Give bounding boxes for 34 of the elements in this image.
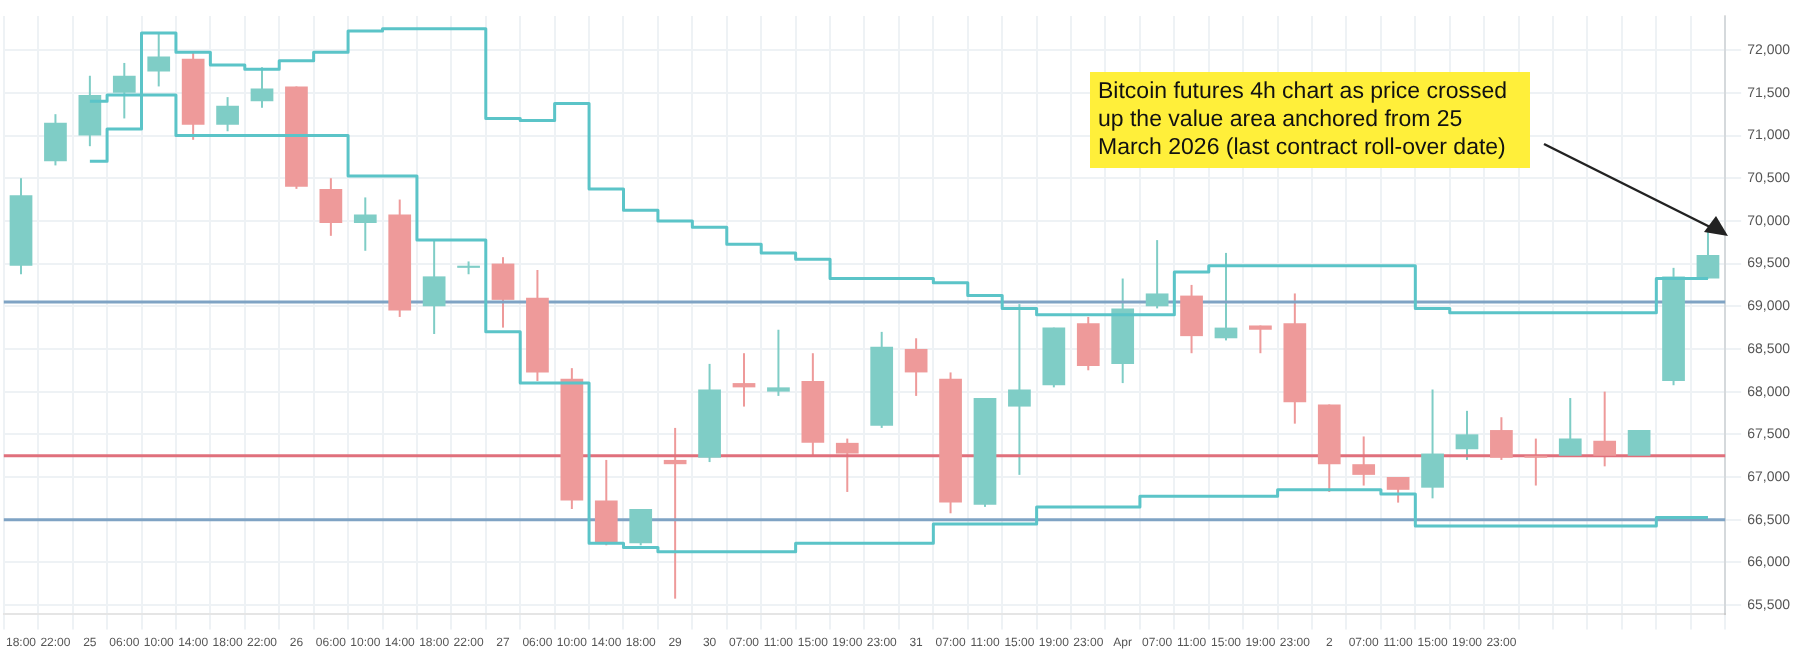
candlestick <box>1214 251 1238 342</box>
candlestick <box>767 328 790 397</box>
candlestick <box>1524 437 1548 487</box>
candlestick <box>594 458 618 547</box>
candlestick <box>422 239 446 336</box>
candlestick <box>1558 397 1582 457</box>
candlestick <box>1180 283 1203 355</box>
annotation: Bitcoin futures 4h chart as price crossed up the value area anchored from 25 March 2026 (last contract roll-over date) <box>1090 72 1530 168</box>
candlestick <box>629 508 653 547</box>
candlestick <box>319 177 343 237</box>
candlestick <box>78 74 102 148</box>
candlestick <box>1386 476 1410 504</box>
candlestick <box>147 32 171 88</box>
candlestick <box>835 437 859 493</box>
candlestick <box>1593 390 1617 468</box>
candlestick <box>1455 409 1479 461</box>
candlestick <box>216 96 239 133</box>
candlestick <box>1352 435 1376 487</box>
candlestick <box>663 426 687 600</box>
candlestick <box>1696 228 1720 280</box>
candlestick <box>44 113 67 167</box>
candlestick <box>904 337 928 397</box>
candlestick <box>1249 324 1272 355</box>
candlestick <box>1008 303 1031 476</box>
candlestick <box>732 352 756 408</box>
candlestick <box>250 66 274 109</box>
candlestick <box>1145 239 1169 310</box>
candlestick <box>1627 430 1651 456</box>
candlestick <box>353 196 377 252</box>
candlestick <box>112 61 136 120</box>
candlestick <box>1076 315 1100 372</box>
candlestick <box>491 256 515 329</box>
candlestick <box>1421 388 1444 500</box>
candlestick <box>1490 416 1513 461</box>
